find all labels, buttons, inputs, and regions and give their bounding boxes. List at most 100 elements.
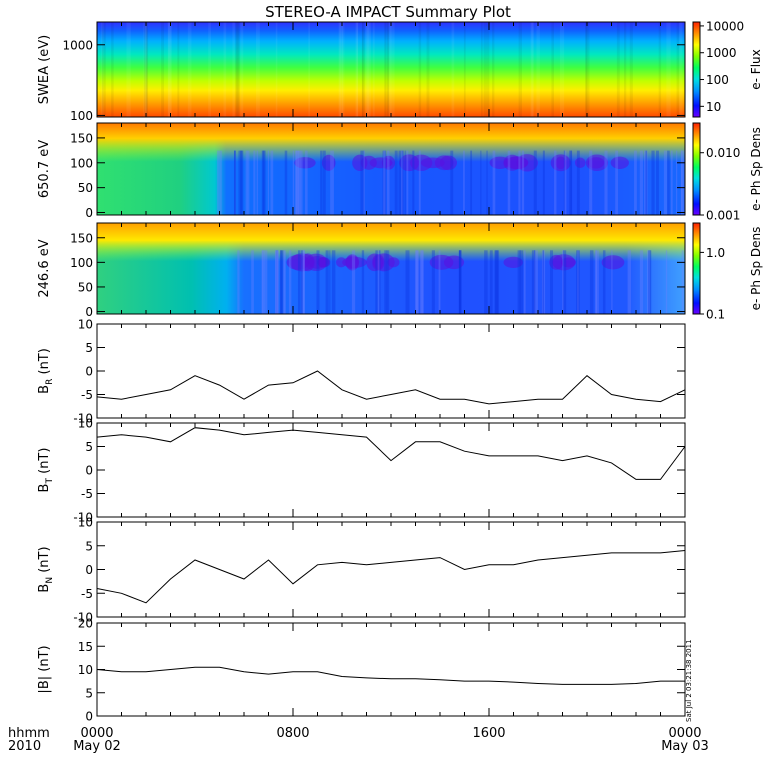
- heatmap-streak: [363, 150, 365, 215]
- heatmap-streak: [530, 22, 533, 117]
- heatmap-streak: [649, 250, 652, 314]
- y-tick-label: 10: [78, 318, 93, 332]
- heatmap-streak: [366, 22, 371, 117]
- y-tick-label: 0: [85, 206, 93, 220]
- panel-frame-4: [96, 422, 686, 518]
- heatmap-blob: [610, 156, 629, 169]
- heatmap-streak: [223, 22, 227, 117]
- heatmap-streak: [288, 250, 292, 314]
- heatmap-streak: [415, 250, 419, 314]
- heatmap-streak: [484, 250, 488, 314]
- heatmap-top-band: [97, 123, 685, 162]
- y-tick-label: 10: [78, 663, 93, 677]
- heatmap-streak: [187, 22, 192, 117]
- y-tick-label: 100: [70, 109, 93, 123]
- y-tick-label: 15: [78, 640, 93, 654]
- heatmap-streak: [283, 250, 286, 314]
- heatmap-streak: [233, 150, 236, 215]
- heatmap-streak: [634, 150, 637, 215]
- heatmap-streak: [517, 250, 521, 314]
- heatmap-streak: [679, 22, 683, 117]
- heatmap-streak: [126, 22, 131, 117]
- heatmap-streak: [676, 22, 680, 117]
- panel-6: -10 -5 0 5 10 BN (nT): [37, 516, 686, 625]
- heatmap-streak: [301, 250, 305, 314]
- heatmap-streak: [292, 150, 294, 215]
- y-tick-label: 50: [78, 181, 93, 195]
- heatmap-streak: [253, 150, 256, 215]
- heatmap-streak: [562, 250, 567, 314]
- heatmap-streak: [615, 150, 619, 215]
- series-line-3: [96, 370, 686, 405]
- panel-7: 0 5 10 15 20 |B| (nT): [37, 617, 686, 724]
- heatmap-streak: [143, 22, 148, 117]
- heatmap-streak: [245, 150, 248, 215]
- heatmap-streak: [551, 22, 554, 117]
- heatmap-streak: [595, 250, 597, 314]
- heatmap-streak: [341, 22, 345, 117]
- heatmap-streak: [355, 22, 359, 117]
- heatmap-streak: [217, 150, 221, 215]
- heatmap-blob: [342, 256, 367, 268]
- heatmap-blob: [360, 155, 377, 170]
- y-tick-label: 50: [78, 280, 93, 294]
- heatmap-blob: [387, 257, 400, 268]
- heatmap-streak: [648, 250, 650, 314]
- heatmap-streak: [388, 22, 392, 117]
- y-tick-label: -5: [81, 487, 93, 501]
- colorbar-tick-label: 0.1: [706, 308, 725, 322]
- x-tick-label: 0800: [276, 726, 309, 741]
- heatmap-streak: [536, 22, 540, 117]
- heatmap-streak: [240, 150, 244, 215]
- heatmap-streak: [438, 250, 441, 314]
- heatmap-streak: [577, 250, 580, 314]
- heatmap-streak: [646, 250, 650, 314]
- heatmap-streak: [676, 150, 678, 215]
- heatmap-streak: [282, 250, 285, 314]
- heatmap-streak: [101, 22, 106, 117]
- heatmap-streak: [401, 150, 404, 215]
- colorbar-label: e- Flux: [749, 49, 763, 89]
- y-axis-label-0: SWEA (eV): [37, 35, 52, 104]
- heatmap-streak: [644, 150, 648, 215]
- heatmap-blob: [410, 154, 433, 171]
- y-axis-label-text: BT (nT): [37, 448, 55, 493]
- y-axis-label-5: BN (nT): [37, 546, 55, 592]
- heatmap-streak: [576, 250, 578, 314]
- heatmap-streak: [263, 250, 268, 314]
- colorbar-2: [692, 222, 701, 315]
- heatmap-streak: [480, 22, 483, 117]
- heatmap-streak: [405, 250, 410, 314]
- heatmap-streak: [485, 22, 490, 117]
- heatmap-streak: [284, 150, 288, 215]
- heatmap-streak: [494, 250, 499, 314]
- heatmap-streak: [384, 22, 386, 117]
- heatmap-streak: [339, 22, 343, 117]
- heatmap-streak: [378, 250, 381, 314]
- heatmap-streak: [663, 150, 668, 215]
- heatmap-top-band: [97, 223, 685, 262]
- y-tick-label: 1000: [62, 38, 93, 52]
- panel-frame-5: [96, 521, 686, 618]
- heatmap-blob: [574, 157, 586, 169]
- heatmap-streak: [519, 250, 524, 314]
- series-line-5: [96, 550, 686, 604]
- heatmap-image-2: [97, 223, 685, 314]
- heatmap-streak: [377, 250, 380, 314]
- heatmap-streak: [585, 22, 588, 117]
- heatmap-streak: [382, 150, 387, 215]
- heatmap-streak: [255, 22, 260, 117]
- heatmap-blob: [516, 154, 538, 172]
- heatmap-streak: [361, 22, 364, 117]
- heatmap-blob: [549, 254, 564, 270]
- heatmap-streak: [419, 250, 424, 314]
- heatmap-streak: [570, 150, 573, 215]
- heatmap-streak: [261, 150, 265, 215]
- heatmap-blob: [294, 157, 316, 169]
- y-tick-label: 0: [85, 710, 93, 724]
- heatmap-streak: [459, 250, 461, 314]
- heatmap-streak: [329, 250, 331, 314]
- heatmap-streak: [518, 22, 522, 117]
